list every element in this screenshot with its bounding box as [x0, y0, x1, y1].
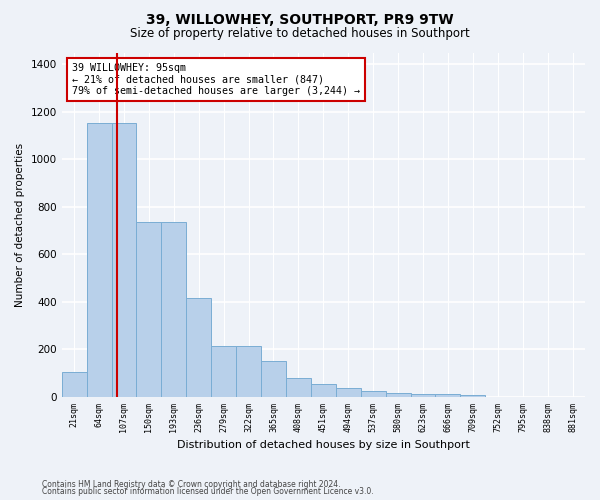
Bar — [161, 222, 186, 397]
Text: Contains public sector information licensed under the Open Government Licence v3: Contains public sector information licen… — [42, 487, 374, 496]
Bar — [336, 388, 361, 397]
Bar — [436, 394, 460, 397]
Bar — [311, 384, 336, 397]
Bar — [261, 361, 286, 397]
Text: Contains HM Land Registry data © Crown copyright and database right 2024.: Contains HM Land Registry data © Crown c… — [42, 480, 341, 489]
Bar — [410, 394, 436, 397]
Bar — [186, 298, 211, 397]
Bar — [361, 391, 386, 397]
Bar — [236, 346, 261, 397]
Bar — [86, 122, 112, 397]
Bar — [286, 378, 311, 397]
Text: Size of property relative to detached houses in Southport: Size of property relative to detached ho… — [130, 28, 470, 40]
X-axis label: Distribution of detached houses by size in Southport: Distribution of detached houses by size … — [177, 440, 470, 450]
Text: 39 WILLOWHEY: 95sqm
← 21% of detached houses are smaller (847)
79% of semi-detac: 39 WILLOWHEY: 95sqm ← 21% of detached ho… — [72, 63, 360, 96]
Bar — [386, 392, 410, 397]
Y-axis label: Number of detached properties: Number of detached properties — [15, 142, 25, 306]
Text: 39, WILLOWHEY, SOUTHPORT, PR9 9TW: 39, WILLOWHEY, SOUTHPORT, PR9 9TW — [146, 12, 454, 26]
Bar — [112, 122, 136, 397]
Bar — [460, 395, 485, 397]
Bar — [136, 222, 161, 397]
Bar — [211, 346, 236, 397]
Bar — [62, 372, 86, 397]
